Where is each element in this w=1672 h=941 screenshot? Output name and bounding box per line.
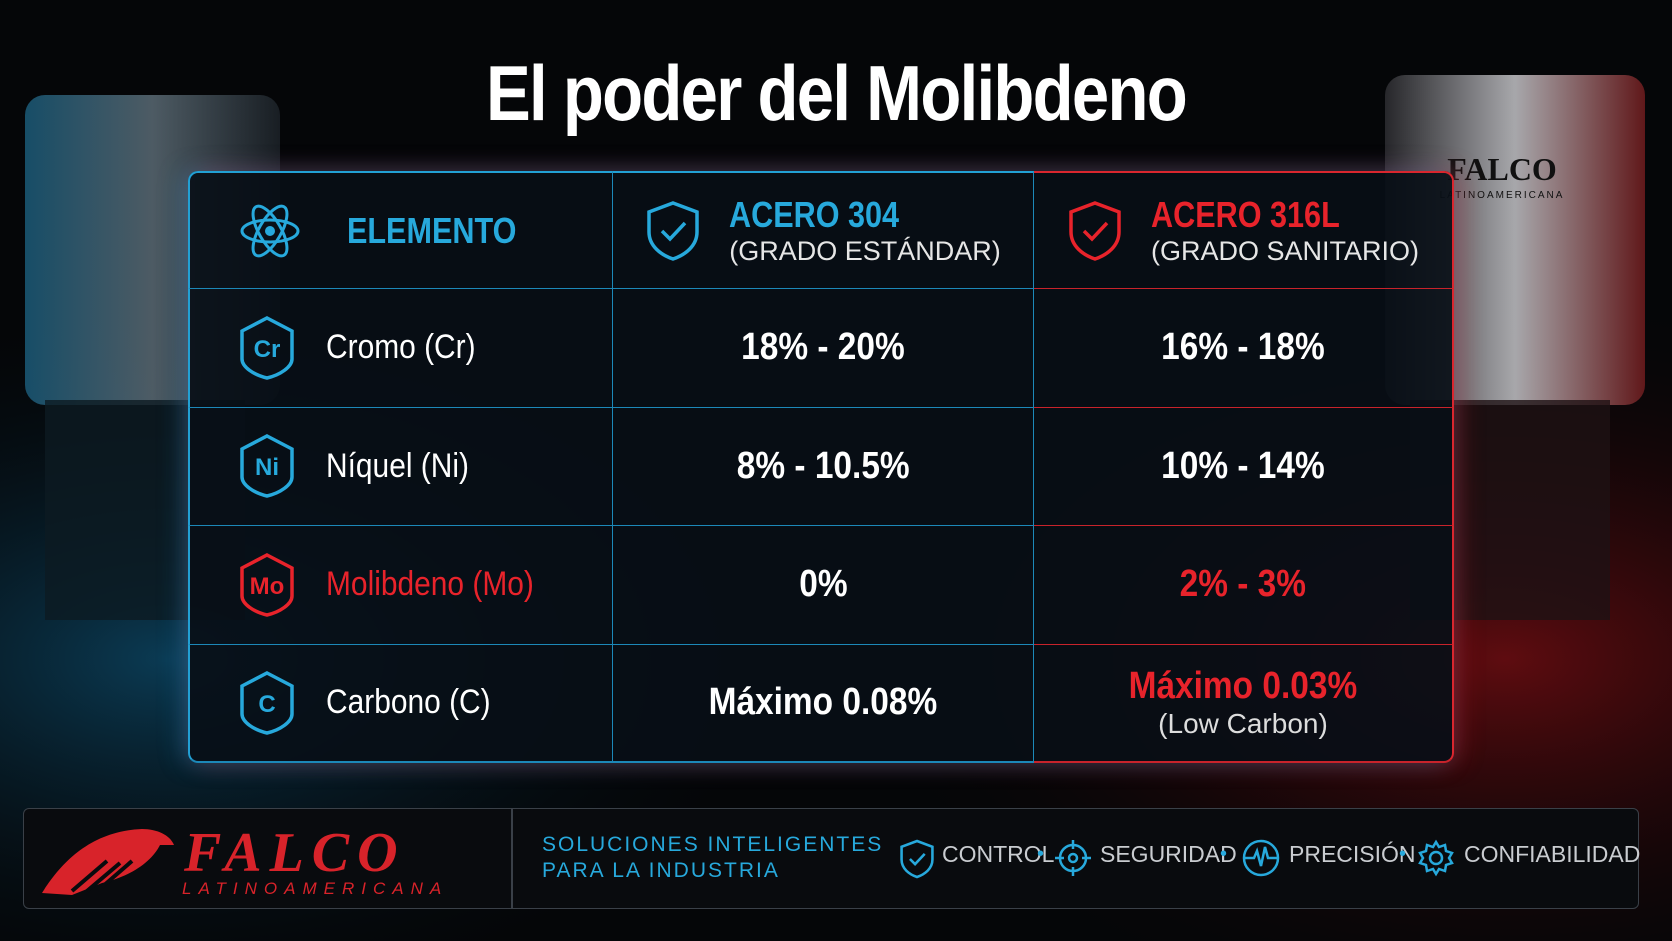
footer: FALCO LATINOAMERICANA SOLUCIONES INTELIG…	[23, 808, 1641, 909]
falcon-logo	[42, 829, 174, 895]
feature-icon	[1242, 839, 1280, 877]
header-text: ACERO 304 (GRADO ESTÁNDAR)	[729, 194, 1001, 267]
element-cell: Mo Molibdeno (Mo)	[188, 526, 613, 645]
acero-316l-cell: 16% - 18%	[1034, 289, 1454, 408]
feature: PRECISIÓN	[1289, 841, 1416, 867]
header-sublabel: (GRADO ESTÁNDAR)	[729, 236, 1001, 266]
feature-icon	[1418, 839, 1454, 877]
header-cell: ACERO 316L (GRADO SANITARIO)	[1034, 171, 1454, 289]
acero-316l-cell: Máximo 0.03% (Low Carbon)	[1034, 644, 1454, 763]
element-name: Molibdeno (Mo)	[326, 565, 534, 604]
header-cell: ACERO 304 (GRADO ESTÁNDAR)	[613, 171, 1034, 289]
badge-shape	[240, 434, 294, 499]
silo-sub: LATINOAMERICANA	[1440, 190, 1565, 201]
badge-shape	[240, 552, 294, 617]
header-sublabel: (GRADO SANITARIO)	[1150, 236, 1419, 266]
badge-shape	[240, 315, 294, 380]
value: 8% - 10.5%	[736, 444, 910, 487]
tagline: SOLUCIONES INTELIGENTES	[542, 833, 884, 856]
separator: •	[1220, 843, 1228, 865]
value: 0%	[798, 563, 848, 606]
acero-304-cell: 18% - 20%	[613, 289, 1034, 408]
divider	[511, 809, 513, 908]
value: 16% - 18%	[1161, 326, 1325, 369]
acero-304-cell: Máximo 0.08%	[613, 644, 1034, 763]
element-cell: Cr Cromo (Cr)	[188, 289, 613, 408]
value-note: (Low Carbon)	[1158, 708, 1328, 740]
header-cell: ELEMENTO	[188, 171, 613, 289]
silo-brand: FALCO	[1447, 151, 1557, 187]
header-label: ACERO 304	[729, 194, 900, 235]
element-symbol: Cr	[254, 336, 281, 363]
acero-304-cell: 8% - 10.5%	[613, 407, 1034, 526]
footer-brand: FALCO	[184, 822, 406, 884]
feature-icon	[900, 839, 934, 879]
element-cell: C Carbono (C)	[188, 644, 613, 763]
element-name: Carbono (C)	[326, 683, 491, 722]
atom-icon	[240, 204, 300, 257]
element-symbol: C	[258, 691, 275, 718]
element-badge: Cr	[240, 315, 294, 380]
value: Máximo 0.03%	[1128, 665, 1358, 708]
separator: •	[1399, 843, 1407, 865]
element-badge: C	[240, 670, 294, 735]
value: Máximo 0.08%	[708, 681, 938, 724]
value: 18% - 20%	[741, 326, 905, 369]
element-cell: Ni Níquel (Ni)	[188, 407, 613, 526]
acero-316l-cell: 10% - 14%	[1034, 407, 1454, 526]
title: El poder del Molibdeno	[485, 49, 1188, 137]
comparison-table: ELEMENTO ACERO 304 (GRADO ESTÁNDAR) ACERO…	[188, 171, 1454, 763]
feature: SEGURIDAD	[1100, 841, 1237, 867]
acero-316l-cell: 2% - 3%	[1034, 526, 1454, 645]
header-label: ELEMENTO	[346, 209, 517, 251]
element-symbol: Ni	[255, 454, 279, 481]
tagline: PARA LA INDUSTRIA	[542, 859, 780, 882]
element-symbol: Mo	[250, 573, 285, 600]
footer-brand-sub: LATINOAMERICANA	[182, 879, 449, 898]
separator: •	[1037, 843, 1045, 865]
header-text: ACERO 316L (GRADO SANITARIO)	[1151, 194, 1419, 267]
acero-304-cell: 0%	[613, 526, 1034, 645]
shield-icon	[647, 200, 699, 261]
element-badge: Mo	[240, 552, 294, 617]
element-name: Cromo (Cr)	[326, 328, 476, 367]
badge-shape	[240, 670, 294, 735]
element-badge: Ni	[240, 434, 294, 499]
header-label: ACERO 316L	[1150, 194, 1340, 235]
feature: CONFIABILIDAD	[1464, 841, 1641, 867]
element-name: Níquel (Ni)	[326, 446, 469, 485]
value: 10% - 14%	[1161, 444, 1325, 487]
feature-icon	[1055, 840, 1091, 876]
shield-icon	[1069, 200, 1121, 261]
feature: CONTROL	[942, 841, 1055, 867]
value: 2% - 3%	[1179, 563, 1307, 606]
